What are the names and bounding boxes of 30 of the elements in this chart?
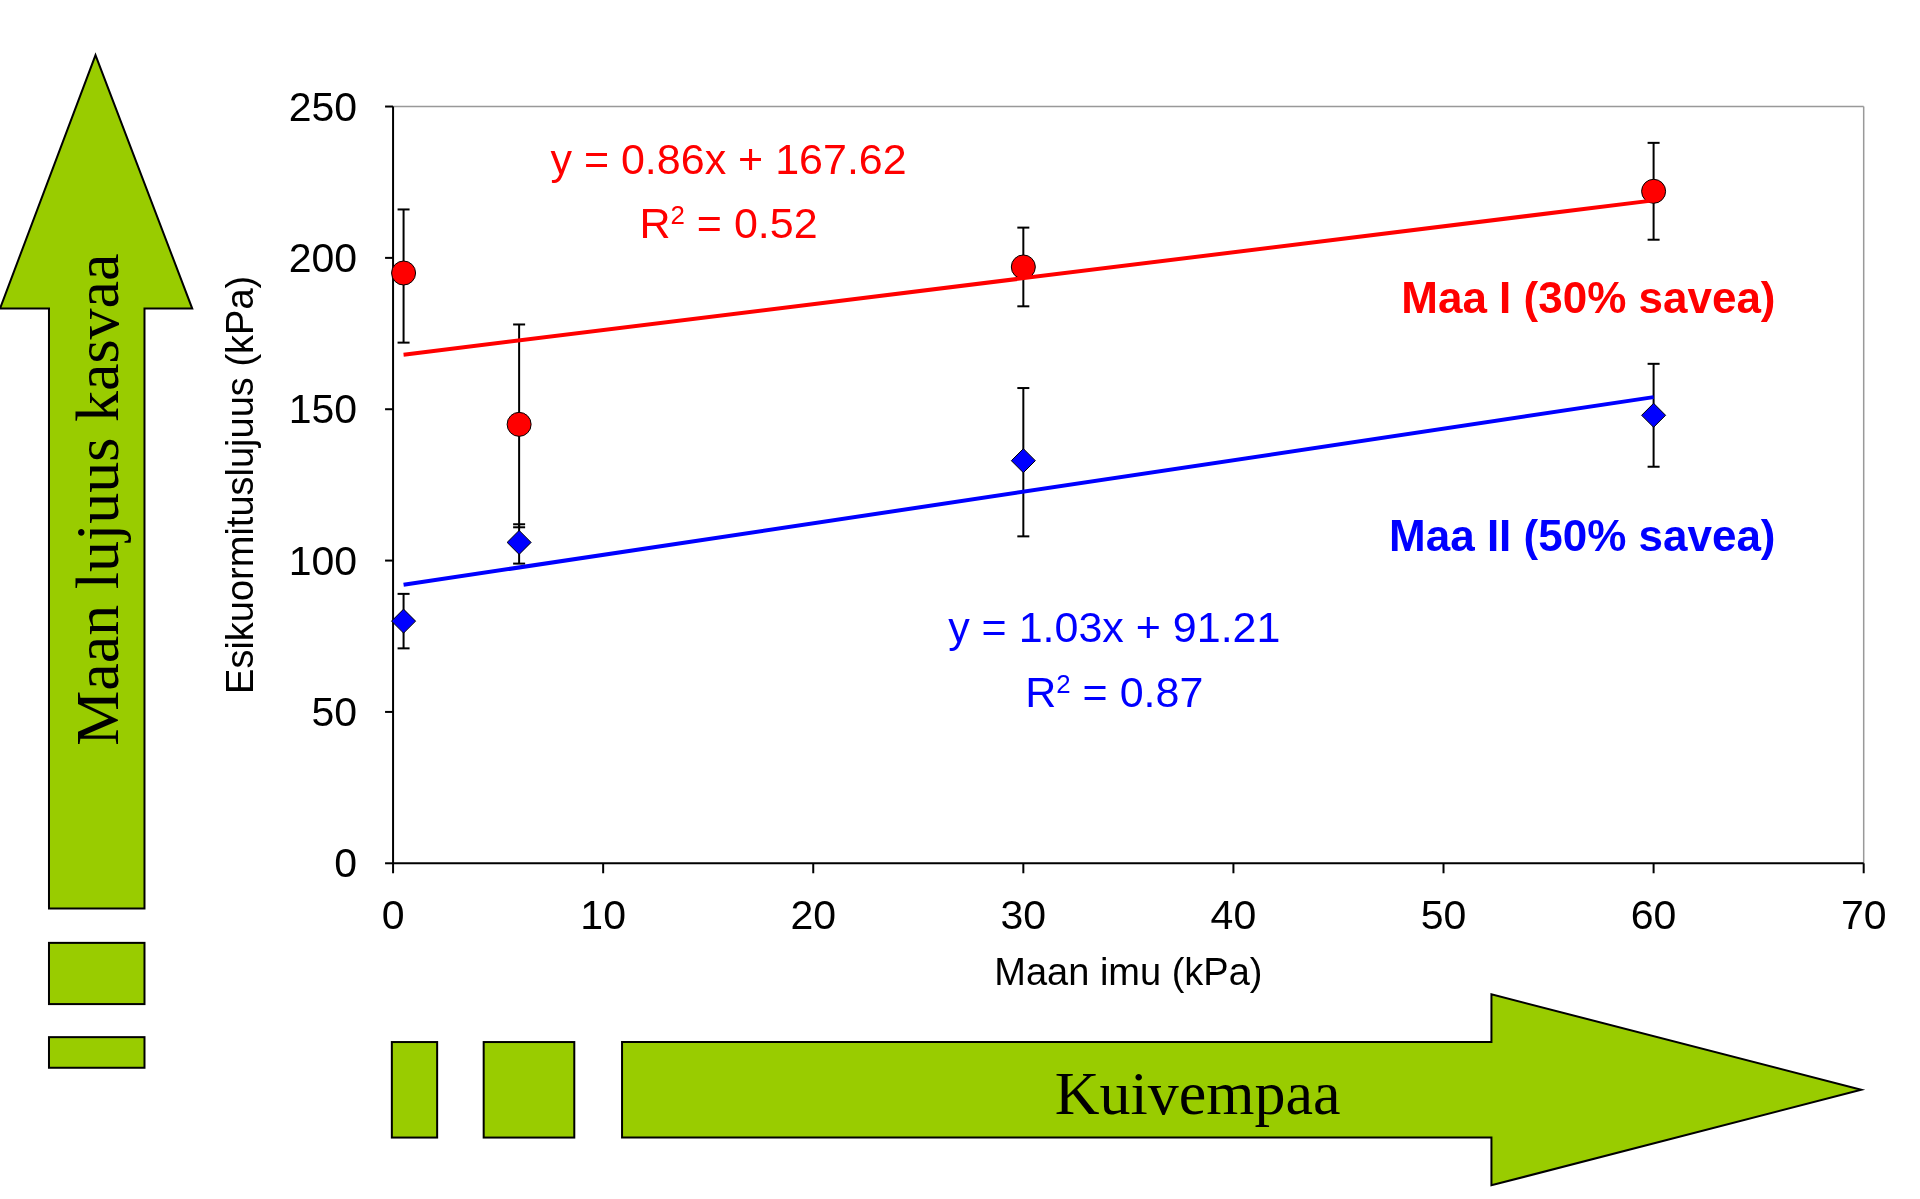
point [391, 260, 417, 286]
annotation: y = 1.03x + 91.21 [948, 602, 1281, 651]
y-tick-label: 250 [288, 83, 358, 130]
text: Maa I (30% savea) [1401, 272, 1776, 322]
y-tick-label: 200 [288, 234, 358, 281]
x-tick-label: 40 [1210, 892, 1257, 939]
x-tick-label: 30 [1000, 892, 1047, 939]
point [1641, 402, 1667, 428]
point [506, 411, 532, 437]
x-tick-label: 60 [1630, 892, 1677, 939]
x-tick-label: 10 [580, 892, 626, 939]
text: Maa II (50% savea) [1389, 511, 1776, 561]
y-tick-label: 100 [288, 537, 358, 584]
annotation: y = 0.86x + 167.62 [550, 135, 907, 184]
x-tick-label: 20 [790, 892, 837, 939]
y-tick-label: 50 [311, 688, 358, 735]
y-tick-label: 0 [334, 840, 358, 887]
point [1641, 178, 1667, 204]
point [391, 608, 417, 634]
y-axis-title: Esikuormituslujuus (kPa) [219, 275, 262, 694]
point [1010, 448, 1036, 474]
point [506, 529, 532, 555]
annotation: R$^{2}$ = 0.52 [639, 198, 818, 247]
point [1010, 254, 1036, 280]
annotation: R$^{2}$ = 0.87 [1025, 667, 1204, 716]
x-axis-title: Maan imu (kPa) [994, 951, 1263, 994]
x-tick-label: 70 [1840, 892, 1887, 939]
x-tick-label: 50 [1420, 892, 1467, 939]
y-tick-label: 150 [288, 386, 358, 433]
x-tick-label: 0 [381, 892, 405, 939]
